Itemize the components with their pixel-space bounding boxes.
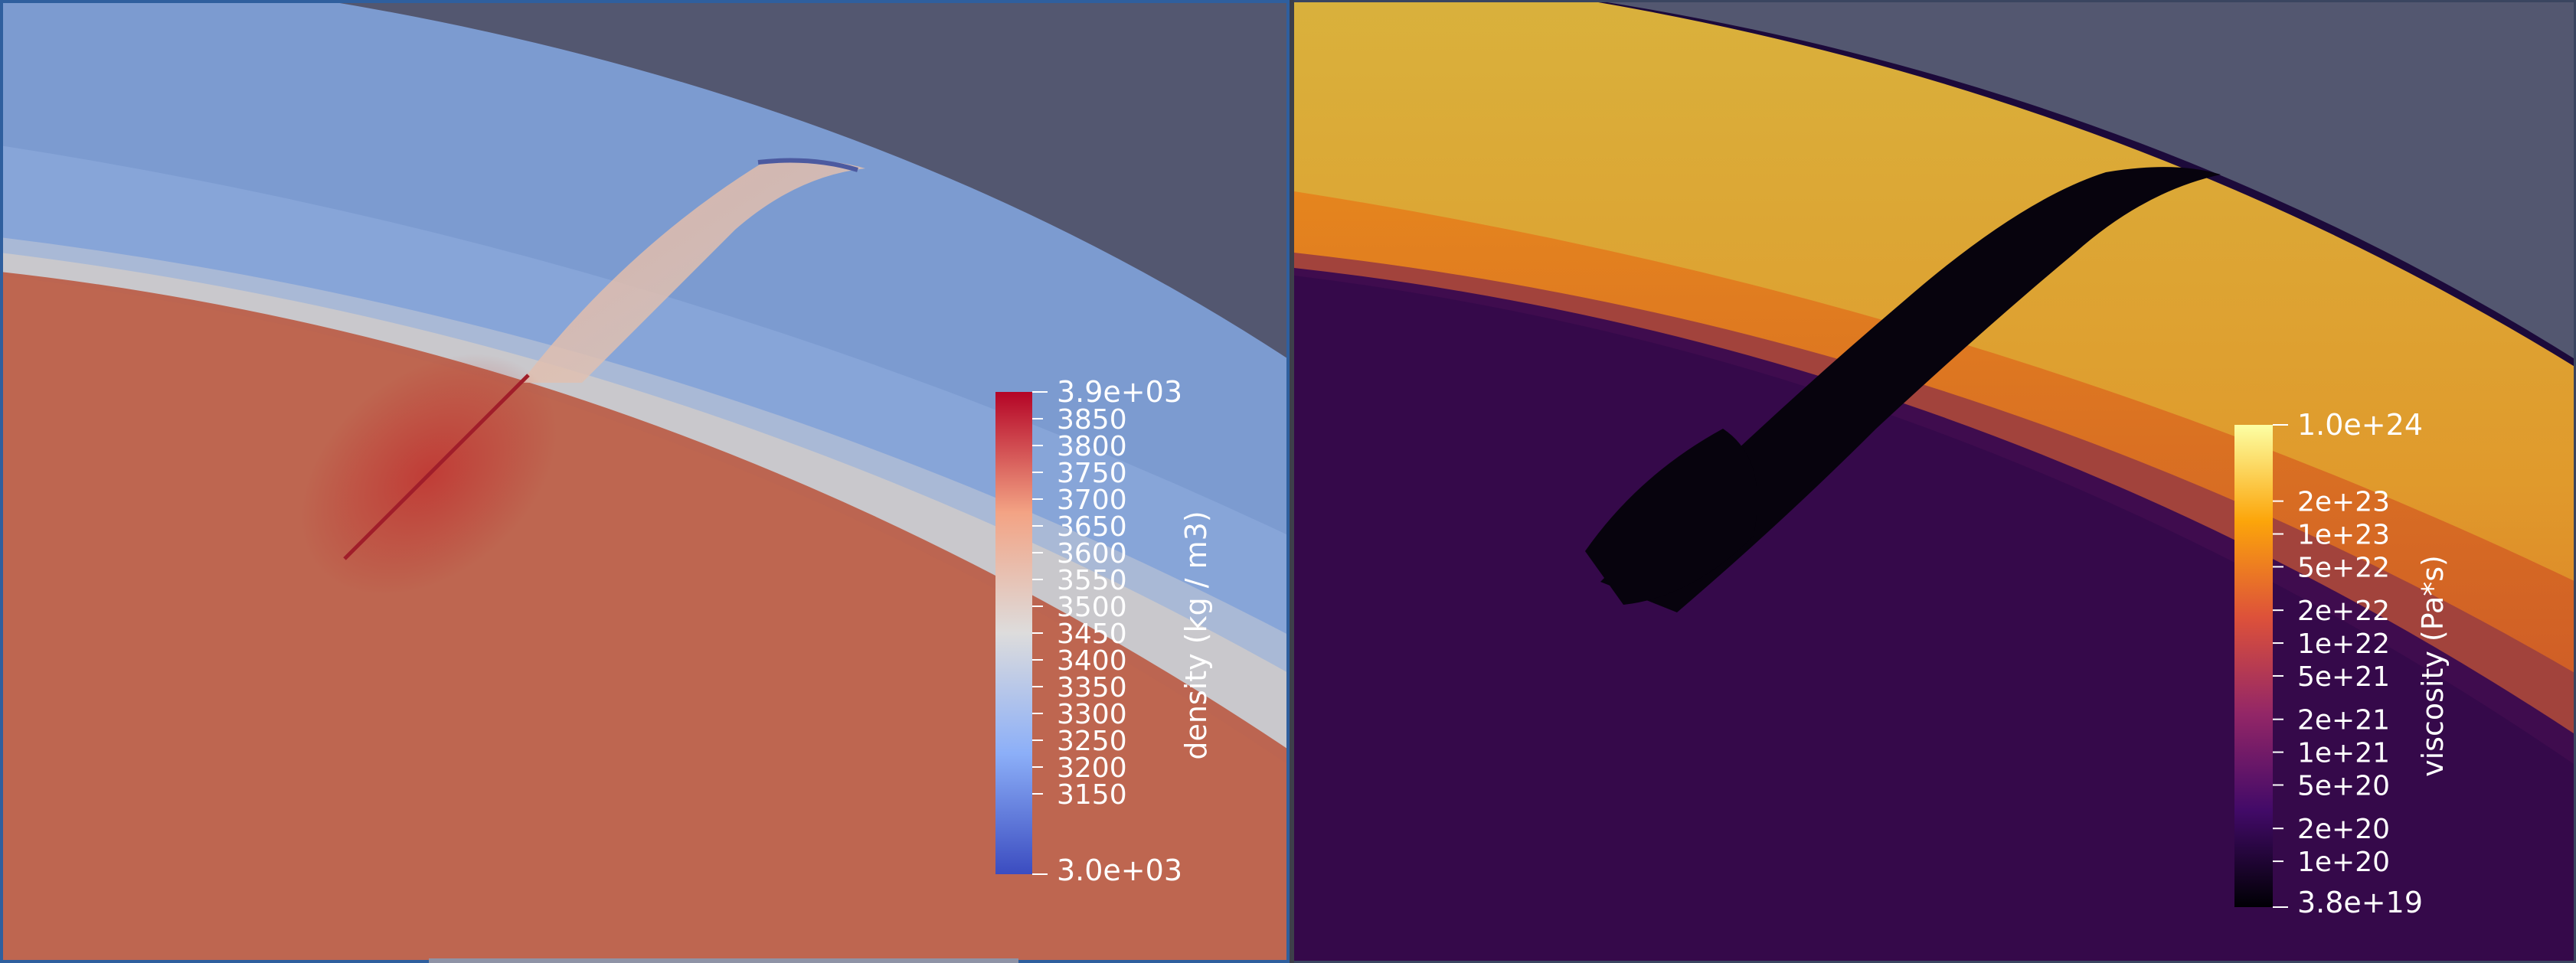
slab-tip-outline — [757, 158, 858, 172]
tick-label: 3800 — [1057, 431, 1127, 462]
viscosity-color-gradient — [2234, 425, 2273, 907]
density-field-plot: 3.9e+03 3.0e+03 385038003750370036503600… — [0, 0, 1290, 963]
viscosity-tick-marks — [2273, 424, 2288, 908]
density-scalar-bar: 3.9e+03 3.0e+03 385038003750370036503600… — [995, 375, 1213, 887]
tick-label: 2e+21 — [2297, 705, 2390, 736]
tick-label: 3650 — [1057, 511, 1127, 543]
density-tick-labels: 3850380037503700365036003550350034503400… — [1057, 404, 1127, 811]
viscosity-bar-title: viscosity (Pa*s) — [2416, 555, 2450, 777]
tick-label: 1e+21 — [2297, 738, 2390, 769]
viscosity-min-label: 3.8e+19 — [2297, 886, 2423, 919]
tick-label: 3300 — [1057, 699, 1127, 730]
density-tick-marks — [1032, 391, 1048, 875]
tick-label: 3450 — [1057, 619, 1127, 650]
tick-label: 5e+21 — [2297, 661, 2390, 693]
tick-label: 3150 — [1057, 779, 1127, 811]
tick-label: 3700 — [1057, 485, 1127, 516]
density-render-view[interactable]: 3.9e+03 3.0e+03 3850 3800 3750 3700 3650 3600… — [0, 0, 1290, 963]
viscosity-max-label: 1.0e+24 — [2297, 408, 2423, 442]
tick-label: 3200 — [1057, 752, 1127, 784]
tick-label: 2e+23 — [2297, 487, 2390, 518]
tick-label: 3850 — [1057, 404, 1127, 436]
density-min-label: 3.0e+03 — [1057, 854, 1182, 887]
tick-label: 3550 — [1057, 565, 1127, 596]
tick-label: 1e+22 — [2297, 628, 2390, 660]
tick-label: 1e+23 — [2297, 520, 2390, 551]
tick-label: 3350 — [1057, 672, 1127, 703]
view-splitter[interactable] — [1290, 0, 1294, 963]
viscosity-render-view[interactable]: 1.0e+24 3.8e+19 2e+23 1e+23 5e+22 2e+22 1e+2… — [1294, 0, 2576, 963]
viscosity-scalar-bar: 1.0e+24 3.8e+19 2e+231e+235e+222e+221e+2… — [2234, 408, 2450, 919]
tick-label: 3400 — [1057, 645, 1127, 677]
view-tab-strip[interactable] — [429, 958, 1018, 963]
density-bar-title: density (kg / m3) — [1179, 511, 1213, 759]
tick-label: 5e+20 — [2297, 770, 2390, 801]
tick-label: 5e+22 — [2297, 552, 2390, 583]
density-color-gradient — [995, 392, 1032, 874]
subducting-slab — [521, 159, 865, 383]
slab-root-line — [343, 374, 530, 560]
viscosity-field-plot: 1.0e+24 3.8e+19 2e+231e+235e+222e+221e+2… — [1294, 0, 2576, 963]
density-max-label: 3.9e+03 — [1057, 375, 1182, 409]
tick-label: 2e+20 — [2297, 814, 2390, 845]
tick-label: 3250 — [1057, 726, 1127, 757]
tick-label: 3500 — [1057, 592, 1127, 623]
tick-label: 3600 — [1057, 538, 1127, 570]
tick-label: 2e+22 — [2297, 596, 2390, 627]
slab-root — [1585, 429, 1757, 605]
tick-label: 1e+20 — [2297, 847, 2390, 878]
tick-label: 3750 — [1057, 458, 1127, 489]
